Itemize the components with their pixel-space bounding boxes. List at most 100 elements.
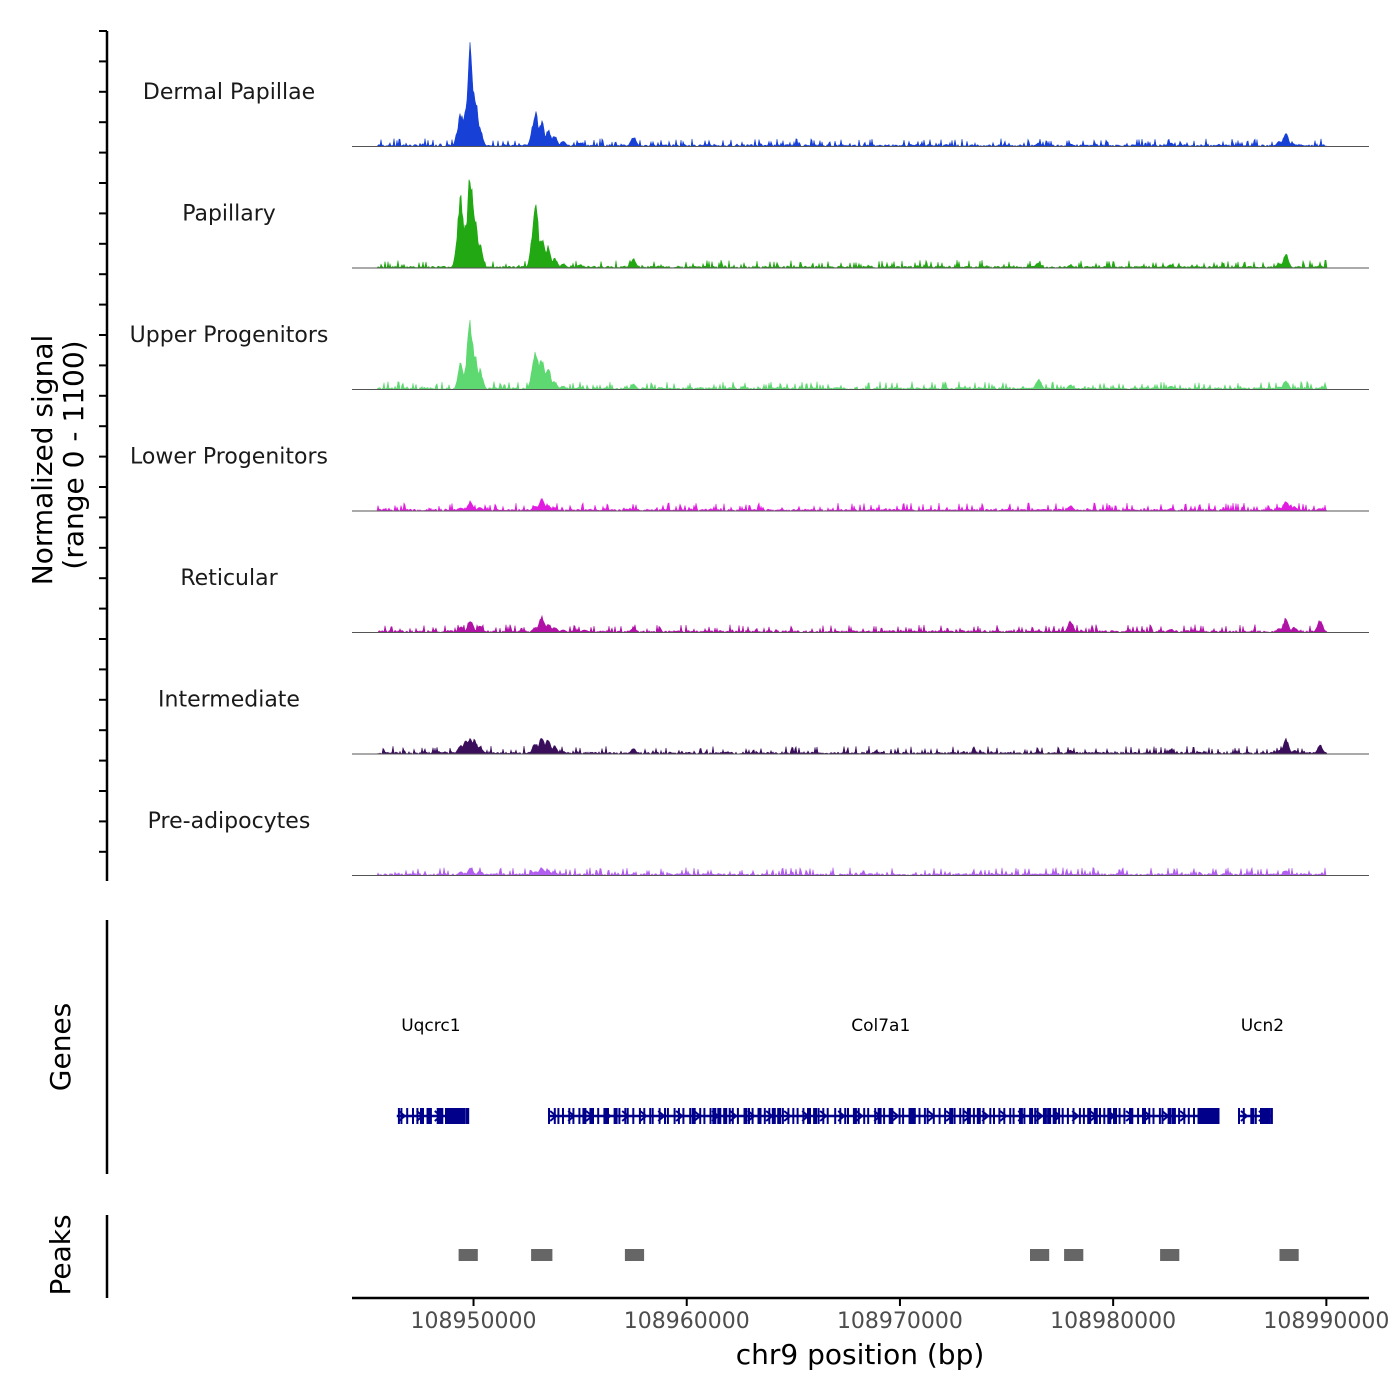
- exon: [1142, 1108, 1146, 1124]
- exon: [1103, 1108, 1106, 1124]
- exon: [989, 1108, 992, 1124]
- exon: [429, 1108, 432, 1124]
- exon: [902, 1108, 905, 1124]
- exon: [548, 1108, 550, 1124]
- strand-arrow: [567, 1110, 576, 1122]
- exon: [748, 1108, 750, 1124]
- gene-label: Uqcrc1: [401, 1016, 460, 1036]
- exon: [1072, 1108, 1075, 1124]
- strand-arrow: [398, 1110, 407, 1122]
- x-tick-label: 108990000: [1263, 1309, 1389, 1334]
- strand-arrow: [837, 1110, 846, 1122]
- exon: [1099, 1108, 1101, 1124]
- exon: [982, 1108, 985, 1124]
- exon: [852, 1108, 857, 1124]
- exon: [731, 1108, 734, 1124]
- strand-arrow: [783, 1110, 792, 1122]
- exon: [666, 1108, 669, 1124]
- exon: [709, 1108, 712, 1124]
- peak-regions: [458, 1249, 1299, 1261]
- strand-arrow: [434, 1110, 443, 1122]
- exon: [1178, 1108, 1181, 1124]
- exon: [918, 1108, 921, 1124]
- exon: [412, 1108, 414, 1124]
- exon: [768, 1108, 771, 1124]
- exon: [723, 1108, 728, 1124]
- strand-arrow: [621, 1110, 630, 1122]
- exon: [406, 1108, 409, 1124]
- strand-arrow: [1179, 1110, 1188, 1122]
- exon: [781, 1108, 784, 1124]
- exon: [883, 1108, 886, 1124]
- exon: [400, 1108, 403, 1124]
- x-tick-label: 108970000: [837, 1309, 963, 1334]
- strand-arrow: [891, 1110, 900, 1122]
- exon: [632, 1108, 635, 1124]
- strand-arrow: [765, 1110, 774, 1122]
- exon: [603, 1108, 608, 1124]
- exon-block: [1261, 1108, 1271, 1124]
- track-reticular: Reticular: [180, 566, 1369, 634]
- exon: [1193, 1108, 1195, 1124]
- signal-area: [352, 179, 1369, 269]
- track-label: Reticular: [180, 566, 278, 591]
- strand-arrow: [1107, 1110, 1116, 1122]
- track-pre-adipocytes: Pre-adipocytes: [148, 809, 1369, 877]
- exon: [1003, 1108, 1006, 1124]
- exon: [1009, 1108, 1012, 1124]
- exon: [1052, 1108, 1057, 1124]
- signal-area: [352, 614, 1369, 634]
- exon: [962, 1108, 965, 1124]
- strand-arrow: [657, 1110, 666, 1122]
- exon: [712, 1108, 717, 1124]
- exon: [976, 1108, 981, 1124]
- exon: [817, 1108, 820, 1124]
- exon: [703, 1108, 706, 1124]
- exon: [613, 1108, 618, 1124]
- gene-annotations: Uqcrc1 Col7a1 Ucn2: [396, 1016, 1284, 1124]
- exon: [908, 1108, 913, 1124]
- strand-arrow: [1017, 1110, 1026, 1122]
- strand-arrow: [909, 1110, 918, 1122]
- exon: [1047, 1108, 1052, 1124]
- exon: [1036, 1108, 1039, 1124]
- strand-arrow: [945, 1110, 954, 1122]
- peak-region: [458, 1249, 478, 1261]
- track-upper-progenitors: Upper Progenitors: [130, 319, 1369, 391]
- strand-arrow: [675, 1110, 684, 1122]
- peak-region: [1160, 1249, 1180, 1261]
- exon: [1087, 1108, 1092, 1124]
- strand-arrow: [1143, 1110, 1152, 1122]
- strand-arrow: [639, 1110, 648, 1122]
- exon: [1217, 1108, 1220, 1124]
- exon: [582, 1108, 587, 1124]
- exon: [888, 1108, 893, 1124]
- exon: [1270, 1108, 1273, 1124]
- exon: [822, 1108, 825, 1124]
- exon: [1061, 1108, 1064, 1124]
- exon: [465, 1108, 470, 1124]
- exon: [1158, 1108, 1161, 1124]
- exon: [923, 1108, 926, 1124]
- exon: [1118, 1108, 1121, 1124]
- exon: [1171, 1108, 1176, 1124]
- peak-region: [1030, 1249, 1050, 1261]
- strand-arrow: [855, 1110, 864, 1122]
- track-label: Upper Progenitors: [130, 323, 329, 348]
- exon: [562, 1108, 564, 1124]
- exon: [944, 1108, 947, 1124]
- exon: [1029, 1108, 1034, 1124]
- track-label: Dermal Papillae: [143, 80, 315, 105]
- strand-arrow: [603, 1110, 612, 1122]
- strand-arrow: [873, 1110, 882, 1122]
- exon: [624, 1108, 627, 1124]
- x-tick-label: 108960000: [624, 1309, 750, 1334]
- x-tick-label: 108950000: [411, 1309, 537, 1334]
- strand-arrow: [1125, 1110, 1134, 1122]
- exon: [1183, 1108, 1186, 1124]
- x-axis-title: chr9 position (bp): [736, 1338, 985, 1371]
- exon: [802, 1108, 805, 1124]
- gene-col7a1: Col7a1: [548, 1016, 1220, 1124]
- exon: [691, 1108, 696, 1124]
- gene-label: Col7a1: [851, 1016, 910, 1036]
